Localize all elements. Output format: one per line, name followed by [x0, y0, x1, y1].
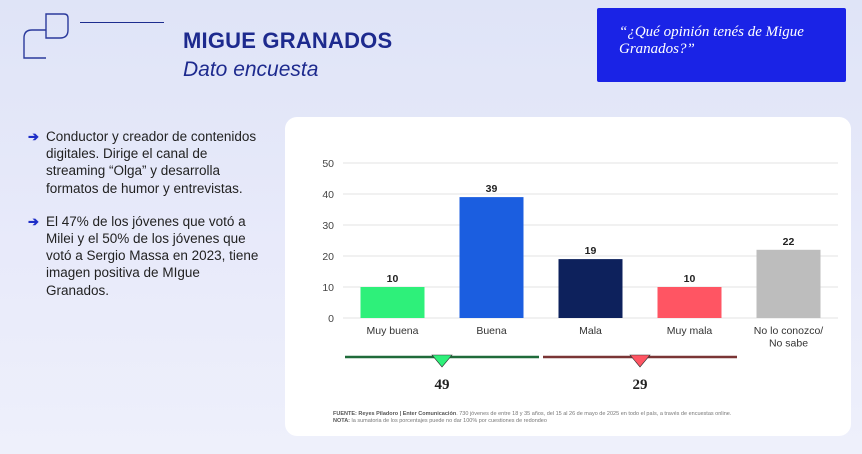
bullet-text: El 47% de los jóvenes que votó a Milei y…: [46, 213, 259, 298]
y-tick-label: 40: [322, 189, 334, 201]
data-label: 22: [783, 236, 795, 248]
bullet-item: ➔ Conductor y creador de contenidos digi…: [28, 128, 264, 197]
data-label: 10: [684, 273, 696, 285]
footer-source-label: FUENTE: Reyes Piladoro | Enter Comunicac…: [333, 411, 457, 417]
triangle-down-icon: [431, 354, 453, 368]
y-tick-label: 10: [322, 282, 334, 294]
brand-logo: [23, 13, 69, 59]
bullet-text: Conductor y creador de contenidos digita…: [46, 129, 257, 196]
data-label: 10: [387, 273, 399, 285]
arrow-right-icon: ➔: [28, 129, 39, 144]
triangle-down-icon: [629, 354, 651, 368]
x-tick-label: Mala: [579, 325, 602, 337]
header-divider: [80, 22, 164, 23]
data-label: 19: [585, 245, 597, 257]
page-title: MIGUE GRANADOS: [183, 28, 393, 53]
bar: [459, 197, 524, 318]
y-tick-label: 50: [322, 158, 334, 170]
x-tick-label: No lo conozco/: [754, 325, 824, 337]
question-text: “¿Qué opinión tenés de Migue Granados?”: [619, 24, 804, 57]
x-tick-label: Muy buena: [367, 325, 419, 337]
footer-note-text: la sumatoria de los porcentajes puede no…: [350, 418, 547, 424]
bullet-item: ➔ El 47% de los jóvenes que votó a Milei…: [28, 213, 264, 299]
x-tick-label: Muy mala: [667, 325, 713, 337]
bar: [360, 287, 425, 318]
chart-footer: FUENTE: Reyes Piladoro | Enter Comunicac…: [333, 411, 833, 425]
x-tick-label: Buena: [476, 325, 507, 337]
arrow-right-icon: ➔: [28, 213, 39, 229]
footer-note-label: NOTA:: [333, 418, 351, 424]
x-tick-label: No sabe: [769, 338, 808, 350]
summary-value: 29: [633, 377, 648, 393]
data-label: 39: [486, 183, 498, 195]
bar: [657, 287, 722, 318]
bar: [558, 259, 623, 318]
y-tick-label: 30: [322, 220, 334, 232]
summary-value: 49: [435, 377, 450, 393]
bullet-list: ➔ Conductor y creador de contenidos digi…: [28, 128, 264, 315]
footer-source-text: . 730 jóvenes de entre 18 y 35 años, del…: [456, 411, 732, 417]
question-box: “¿Qué opinión tenés de Migue Granados?”: [597, 8, 846, 82]
bar: [756, 249, 821, 318]
y-tick-label: 0: [328, 313, 334, 325]
page-subtitle: Dato encuesta: [183, 58, 319, 81]
y-tick-label: 20: [322, 251, 334, 263]
